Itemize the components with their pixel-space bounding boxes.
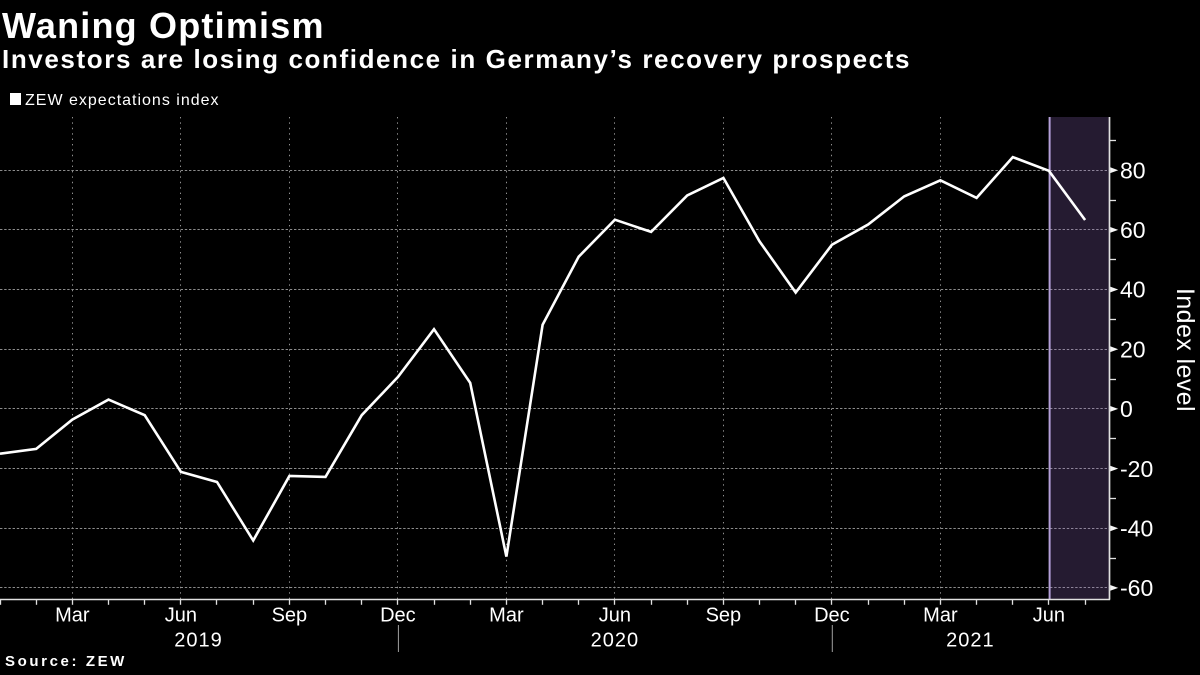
- svg-text:Dec: Dec: [814, 605, 850, 627]
- svg-text:Sep: Sep: [272, 605, 308, 627]
- svg-text:2021: 2021: [946, 630, 995, 652]
- svg-text:60: 60: [1120, 217, 1146, 243]
- svg-text:80: 80: [1120, 157, 1146, 183]
- svg-text:Jun: Jun: [165, 605, 197, 627]
- svg-text:-20: -20: [1120, 456, 1153, 482]
- svg-text:Jun: Jun: [599, 605, 631, 627]
- svg-text:-60: -60: [1120, 575, 1153, 601]
- svg-text:Mar: Mar: [489, 605, 524, 627]
- svg-text:Sep: Sep: [706, 605, 742, 627]
- svg-text:0: 0: [1120, 396, 1133, 422]
- svg-text:Dec: Dec: [380, 605, 416, 627]
- svg-text:2019: 2019: [174, 630, 223, 652]
- svg-text:40: 40: [1120, 277, 1146, 303]
- svg-text:-40: -40: [1120, 516, 1153, 542]
- svg-text:20: 20: [1120, 336, 1146, 362]
- svg-text:2020: 2020: [591, 630, 640, 652]
- svg-text:Mar: Mar: [55, 605, 90, 627]
- svg-text:Jun: Jun: [1033, 605, 1065, 627]
- svg-text:Mar: Mar: [923, 605, 958, 627]
